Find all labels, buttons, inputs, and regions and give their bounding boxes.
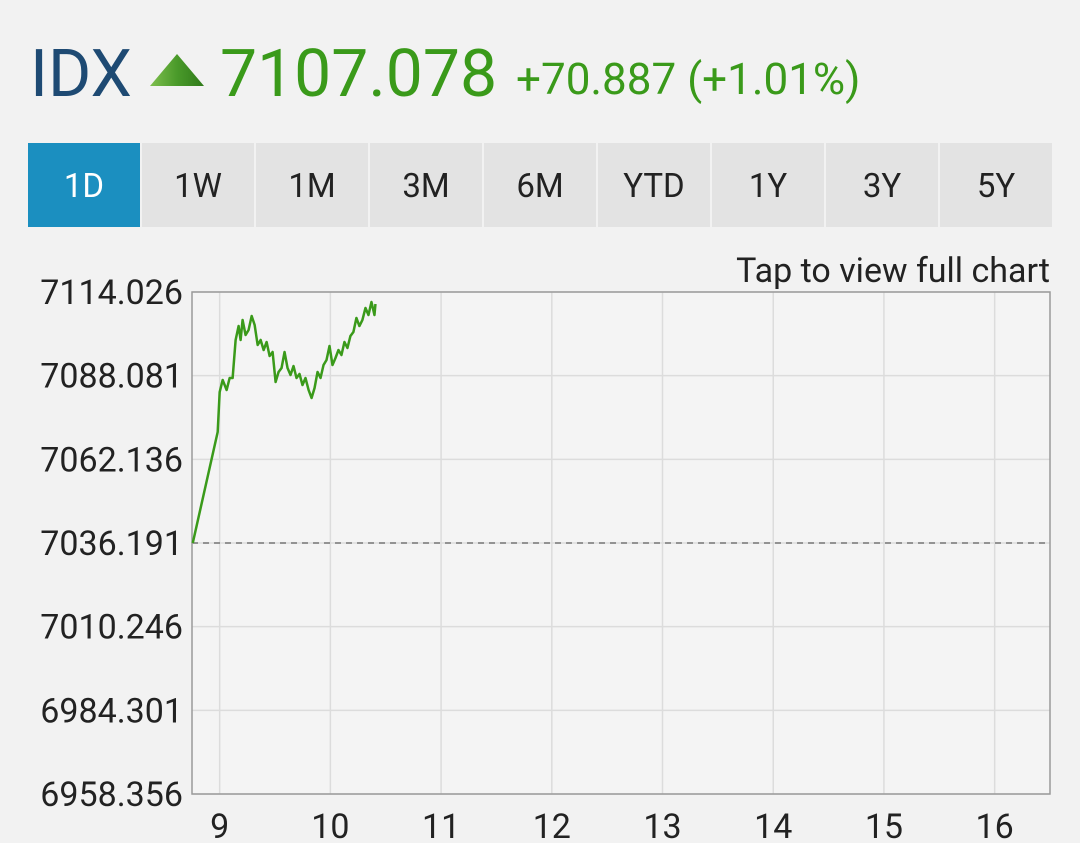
tab-background <box>712 143 824 227</box>
range-tab[interactable]: 1D <box>28 143 140 227</box>
tab-background <box>940 143 1052 227</box>
tab-label: 5Y <box>977 167 1016 206</box>
tab-background <box>256 143 368 227</box>
x-tick-label: 11 <box>422 807 460 843</box>
range-tab[interactable]: 1Y <box>712 143 824 227</box>
tab-label: 3Y <box>863 167 902 206</box>
y-tick-label: 6984.301 <box>40 691 183 731</box>
tab-background <box>28 143 140 227</box>
plot-border <box>191 291 1051 795</box>
x-tick-label: 13 <box>643 807 681 843</box>
y-tick-label: 7062.136 <box>40 440 183 480</box>
range-tab[interactable]: 3M <box>370 143 482 227</box>
x-tick-label: 15 <box>865 807 903 843</box>
y-tick-label: 7114.026 <box>40 273 183 313</box>
range-tab[interactable]: YTD <box>598 143 710 227</box>
range-tab[interactable]: 3Y <box>826 143 938 227</box>
chart: 9 10 11 12 13 14 15 16 6958.356 6984.301 7010.246 7… <box>40 273 1051 843</box>
full-chart-link[interactable]: Tap to view full chart <box>736 251 1050 291</box>
tab-background <box>826 143 938 227</box>
x-tick-label: 9 <box>210 807 229 843</box>
tab-background <box>370 143 482 227</box>
y-tick-label: 7036.191 <box>40 524 183 564</box>
range-tab[interactable]: 1W <box>142 143 254 227</box>
y-tick-label: 7088.081 <box>40 357 183 397</box>
price-change: +70.887 (+1.01%) <box>516 53 860 105</box>
tab-label: 1Y <box>749 167 788 206</box>
tab-label: 3M <box>402 167 449 206</box>
x-tick-label: 10 <box>311 807 349 843</box>
range-tab[interactable]: 6M <box>484 143 596 227</box>
tab-label: 1D <box>64 167 104 206</box>
x-tick-label: 12 <box>533 807 571 843</box>
range-tab[interactable]: 5Y <box>940 143 1052 227</box>
range-tab[interactable]: 1M <box>256 143 368 227</box>
tab-label: YTD <box>623 167 684 206</box>
last-price: 7107.078 <box>220 36 497 113</box>
price-line <box>191 300 377 544</box>
y-tick-label: 7010.246 <box>40 608 183 648</box>
tab-label: 1M <box>288 167 335 206</box>
range-tabs: 1D 1W 1M 3M 6M YTD 1Y 3Y 5Y <box>28 143 1052 227</box>
y-tick-label: 6958.356 <box>40 775 183 815</box>
tab-label: 1W <box>174 167 222 206</box>
tab-label: 6M <box>516 167 563 206</box>
x-tick-label: 14 <box>754 807 792 843</box>
symbol: IDX <box>30 36 132 113</box>
up-arrow-icon <box>150 54 204 86</box>
tab-background <box>484 143 596 227</box>
tab-background <box>142 143 254 227</box>
x-tick-label: 16 <box>976 807 1014 843</box>
tab-background <box>598 143 710 227</box>
